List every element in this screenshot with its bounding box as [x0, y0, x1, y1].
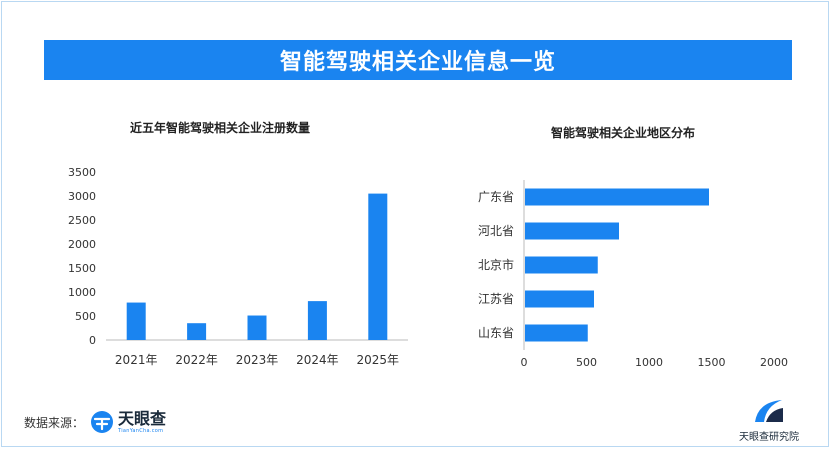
source-label: 数据来源：: [24, 415, 85, 430]
x-tick-label: 2024年: [296, 353, 339, 367]
bar: [525, 290, 594, 308]
y-tick-label: 江苏省: [478, 292, 514, 306]
y-tick-label: 1000: [68, 286, 96, 299]
x-tick-label: 2022年: [175, 353, 218, 367]
y-tick-label: 山东省: [478, 326, 514, 340]
brand-url: TianYanCha.com: [118, 427, 164, 434]
tianyancha-logo: 天眼查 TianYanCha.com: [90, 410, 166, 434]
y-tick-label: 2000: [68, 238, 96, 251]
bar: [187, 323, 207, 340]
page-title: 智能驾驶相关企业信息一览: [279, 50, 556, 75]
bar: [126, 302, 146, 340]
y-tick-label: 500: [75, 310, 96, 323]
y-tick-label: 3500: [68, 166, 96, 179]
brand-name: 天眼查: [118, 408, 167, 428]
bar: [525, 256, 598, 274]
bar-chart-title: 近五年智能驾驶相关企业注册数量: [130, 121, 311, 135]
y-tick-label: 0: [89, 334, 96, 347]
bar: [525, 324, 588, 342]
bar: [525, 222, 619, 240]
hbar-chart-title: 智能驾驶相关企业地区分布: [551, 126, 696, 140]
bar: [368, 193, 388, 340]
x-tick-label: 2000: [760, 356, 788, 369]
institute-icon: [755, 400, 783, 422]
x-tick-label: 2025年: [357, 353, 400, 367]
x-tick-label: 2023年: [236, 353, 279, 367]
bar: [307, 301, 327, 340]
data-source: 数据来源： 天眼查 TianYanCha.com: [24, 410, 166, 434]
x-tick-label: 500: [576, 356, 597, 369]
y-tick-label: 北京市: [478, 257, 514, 272]
page-title-banner: 智能驾驶相关企业信息一览: [44, 40, 792, 80]
y-tick-label: 河北省: [478, 224, 514, 238]
y-tick-label: 2500: [68, 214, 96, 227]
y-tick-label: 1500: [68, 262, 96, 275]
x-tick-label: 0: [521, 356, 528, 369]
x-tick-label: 1000: [635, 356, 663, 369]
x-tick-label: 1500: [698, 356, 726, 369]
bar: [525, 188, 709, 206]
x-tick-label: 2021年: [115, 353, 158, 367]
institute-name: 天眼查研究院: [739, 432, 799, 443]
y-tick-label: 3000: [68, 190, 96, 203]
tianyancha-icon: [91, 411, 114, 433]
research-institute-logo: 天眼查研究院: [734, 396, 804, 444]
y-tick-label: 广东省: [478, 190, 514, 204]
bar: [247, 315, 267, 340]
